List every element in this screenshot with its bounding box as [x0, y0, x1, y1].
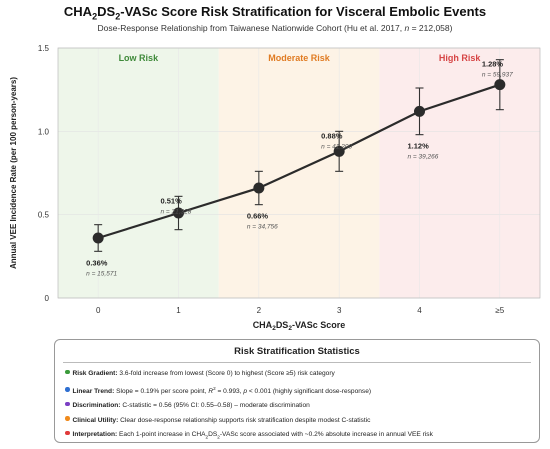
risk-zone-2: [379, 48, 540, 298]
bullet-dot-icon: [65, 369, 70, 374]
stat-row-clinical-utility: Clinical Utility: Clear dose-response re…: [55, 414, 539, 429]
stat-row-risk-gradient: Risk Gradient: 3.6-fold increase from lo…: [55, 367, 539, 382]
x-tick-label: 0: [96, 306, 101, 315]
data-label: 0.51%: [161, 196, 183, 205]
stat-row-linear-trend: Linear Trend: Slope = 0.19% per score po…: [55, 382, 539, 400]
bullet-dot-icon: [65, 416, 70, 421]
y-tick-label: 1.0: [38, 127, 50, 136]
data-point: [494, 79, 506, 91]
x-tick-label: ≥5: [495, 306, 504, 315]
incidence-line-chart: Low Risk Moderate Risk High Risk 0 0.5 1.0 1.5…: [9, 44, 541, 332]
bullet-dot-icon: [65, 387, 70, 392]
risk-zone-label: Low Risk: [119, 53, 160, 63]
series-line: [97, 83, 501, 240]
bullet-dot-icon: [65, 430, 70, 436]
risk-zone-label: High Risk: [439, 53, 482, 63]
x-tick-label: 2: [257, 306, 262, 315]
n-label: n = 39,266: [408, 154, 439, 161]
data-label: 1.12%: [408, 142, 430, 151]
data-label: 0.36%: [86, 258, 108, 267]
chart-subtitle: Dose-Response Relationship from Taiwanes…: [97, 23, 453, 33]
stats-divider: [63, 362, 531, 363]
y-axis-label: Annual VEE Incidence Rate (per 100 perso…: [9, 77, 18, 269]
stats-title: Risk Stratification Statistics: [234, 346, 360, 357]
risk-zone-0: [58, 48, 219, 298]
data-label: 1.28%: [482, 60, 504, 69]
data-point: [414, 105, 425, 117]
n-label: n = 21,328: [161, 208, 192, 215]
n-label: n = 59,937: [482, 72, 513, 79]
chart-title: CHA2DS2-VASc Score Risk Stratification f…: [63, 4, 487, 22]
x-axis-label: CHA2DS2-VASc Score: [253, 320, 346, 332]
y-tick-label: 0: [45, 294, 50, 303]
n-label: n = 41,200: [321, 143, 352, 150]
x-tick-label: 3: [337, 306, 342, 315]
data-label: 0.88%: [321, 131, 343, 140]
stats-panel: Risk Stratification Statistics Risk Grad…: [54, 339, 540, 443]
x-tick-label: 1: [176, 306, 181, 315]
data-point: [92, 232, 104, 244]
n-label: n = 15,571: [86, 270, 117, 277]
y-tick-label: 1.5: [38, 44, 50, 53]
risk-zone-1: [218, 48, 380, 298]
risk-zone-label: Moderate Risk: [268, 53, 331, 63]
stat-row-interpretation: Interpretation: Each 1-point increase in…: [55, 428, 539, 445]
data-point: [253, 182, 265, 194]
data-label: 0.66%: [247, 212, 269, 221]
data-point: [333, 145, 345, 157]
x-tick-label: 4: [417, 306, 422, 315]
data-point: [173, 207, 184, 219]
y-tick-label: 0.5: [38, 211, 50, 220]
plot-frame: [57, 47, 541, 299]
n-label: n = 34,756: [247, 224, 278, 231]
stat-row-discrimination: Discrimination: C-statistic = 0.56 (95% …: [55, 399, 539, 414]
bullet-dot-icon: [65, 401, 70, 407]
